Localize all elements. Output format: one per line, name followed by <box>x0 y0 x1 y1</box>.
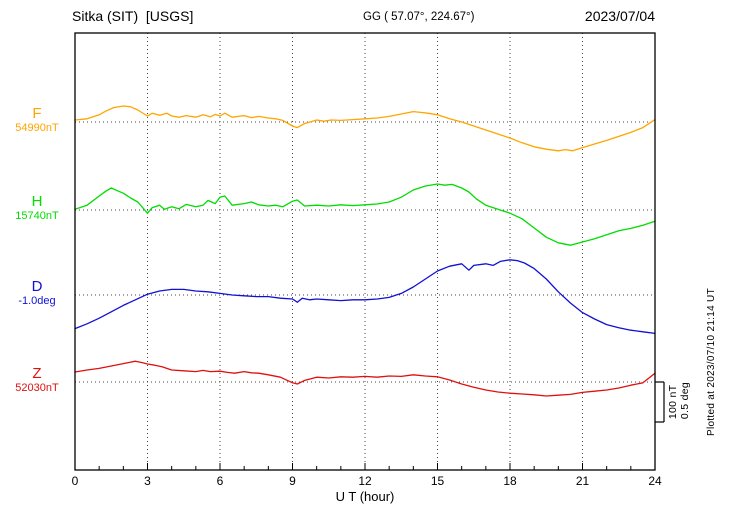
channel-label-F: F 54990nT <box>6 105 68 135</box>
scale-nt-label: 100 nT <box>667 384 679 420</box>
plot-date: 2023/07/04 <box>584 8 655 24</box>
channel-label-H: H 15740nT <box>6 193 68 223</box>
trace-D <box>74 259 656 335</box>
x-tick-label-15: 15 <box>430 474 445 488</box>
x-tick-label-18: 18 <box>503 474 517 488</box>
channel-baseline-value-D: -1.0deg <box>18 295 56 307</box>
channel-baseline-value-H: 15740nT <box>15 210 59 222</box>
x-tick-label-9: 9 <box>289 474 296 488</box>
x-tick-label-24: 24 <box>648 474 662 488</box>
channel-baseline-value-Z: 52030nT <box>15 382 59 394</box>
trace-Z <box>74 360 656 397</box>
x-tick-label-6: 6 <box>216 474 224 488</box>
scale-bar-label: 100 nT 0.5 deg <box>667 382 691 419</box>
trace-F <box>74 105 656 152</box>
x-tick-label-12: 12 <box>358 474 372 488</box>
channel-letter-D: D <box>31 278 43 295</box>
channel-label-D: D -1.0deg <box>6 278 68 308</box>
channel-letter-H: H <box>31 193 43 210</box>
x-tick-label-21: 21 <box>575 474 590 488</box>
trace-H <box>74 183 656 246</box>
x-tick-label-0: 0 <box>71 474 79 488</box>
geographic-coords: GG ( 57.07°, 224.67°) <box>363 11 475 23</box>
channel-label-Z: Z 52030nT <box>6 365 68 395</box>
x-tick-label-3: 3 <box>144 474 151 488</box>
channel-letter-F: F <box>32 105 42 122</box>
plotted-at-note: Plotted at 2023/07/10 21:14 UT <box>706 288 717 436</box>
x-axis-label: U T (hour) <box>335 489 395 504</box>
station-title: Sitka (SIT) [USGS] <box>72 8 194 24</box>
scale-deg-label: 0.5 deg <box>679 382 691 420</box>
plot-border <box>74 32 656 471</box>
channel-baseline-value-F: 54990nT <box>15 122 59 134</box>
channel-letter-Z: Z <box>32 365 42 382</box>
